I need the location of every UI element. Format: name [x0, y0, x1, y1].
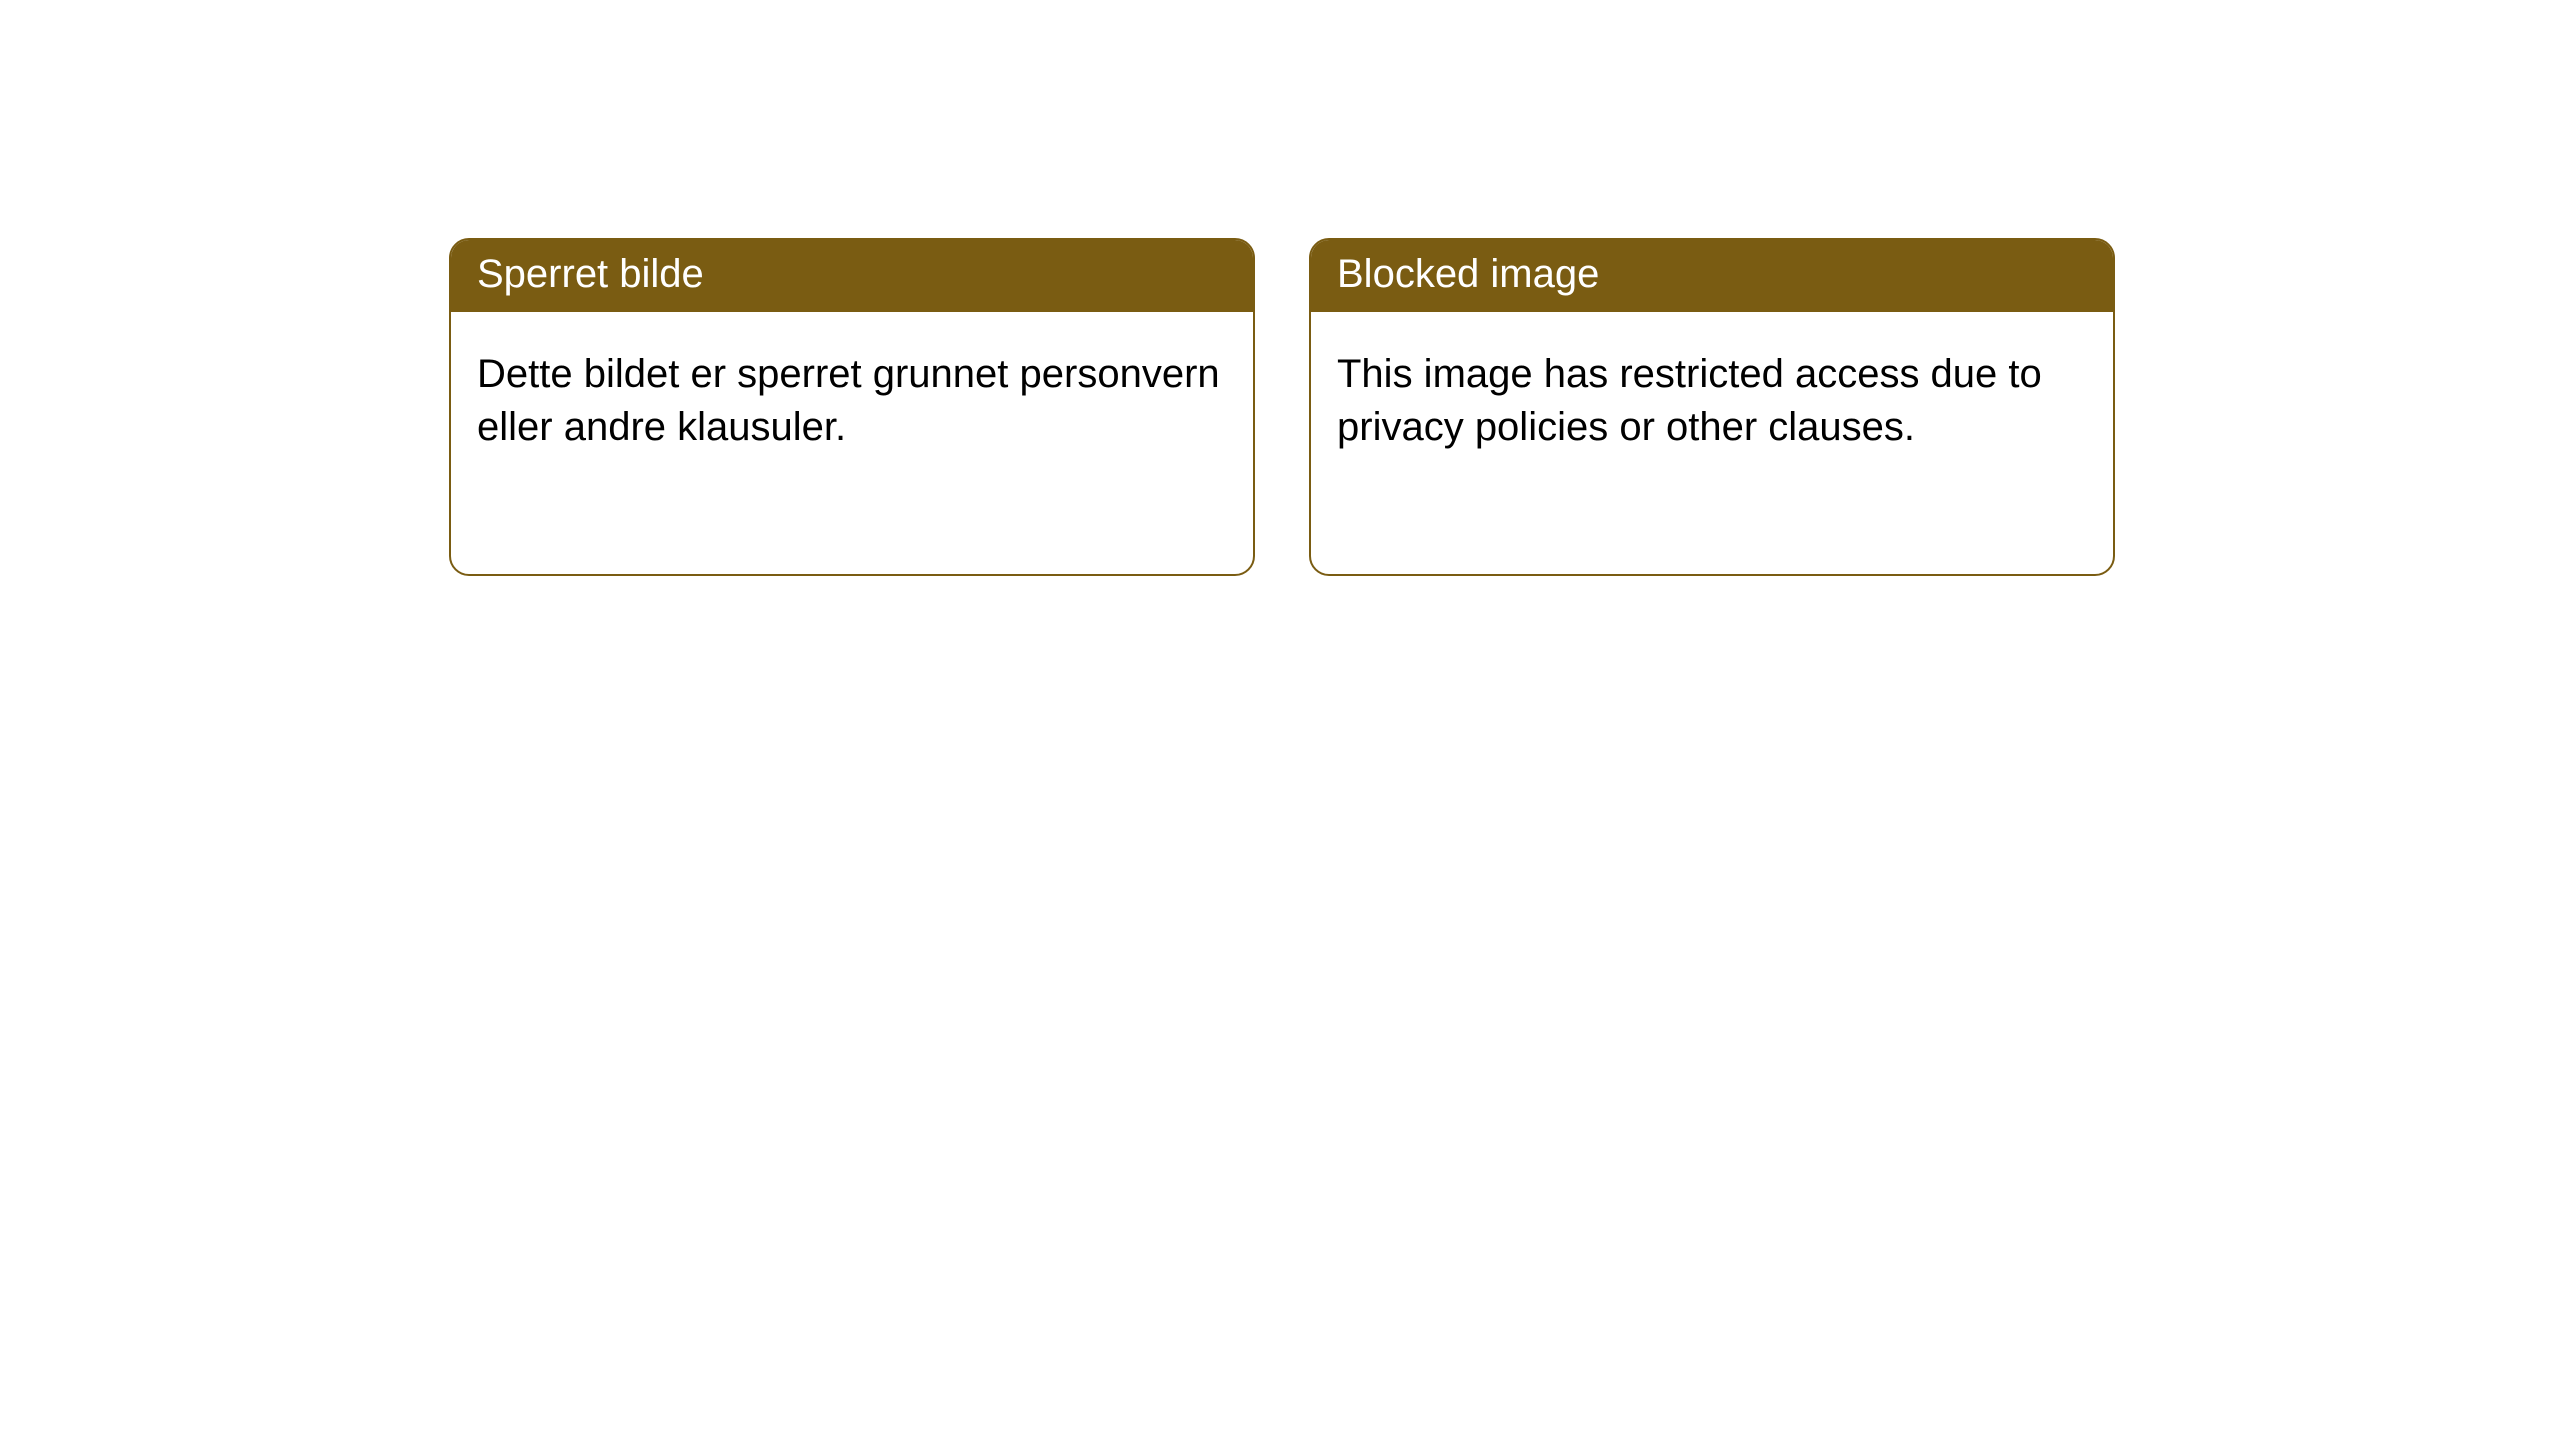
blocked-image-card-en: Blocked image This image has restricted … [1309, 238, 2115, 576]
card-body-en: This image has restricted access due to … [1311, 312, 2113, 490]
card-header-en: Blocked image [1311, 240, 2113, 312]
blocked-image-card-no: Sperret bilde Dette bildet er sperret gr… [449, 238, 1255, 576]
card-body-no: Dette bildet er sperret grunnet personve… [451, 312, 1253, 490]
cards-container: Sperret bilde Dette bildet er sperret gr… [0, 0, 2560, 576]
card-header-no: Sperret bilde [451, 240, 1253, 312]
